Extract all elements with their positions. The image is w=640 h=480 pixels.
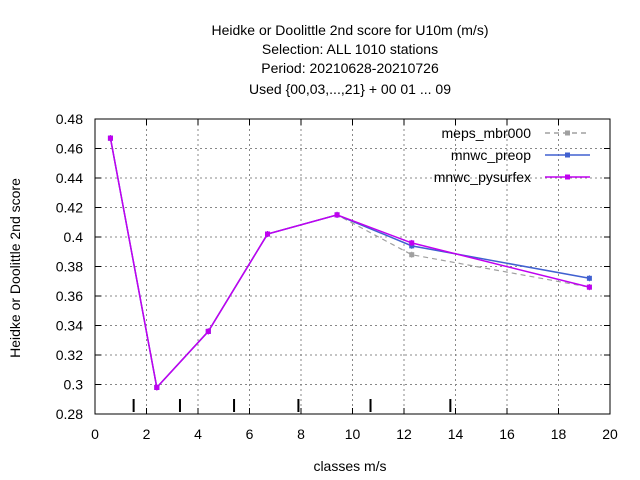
data-point — [265, 231, 271, 237]
x-tick-label: 6 — [246, 426, 254, 442]
title-line-1: Heidke or Doolittle 2nd score for U10m (… — [212, 22, 489, 38]
y-tick-label: 0.3 — [64, 377, 84, 393]
title-line-4: Used {00,03,...,21} + 00 01 ... 09 — [249, 81, 451, 97]
x-axis: 0 2 4 6 8 10 12 14 16 18 20 — [91, 119, 618, 442]
title-line-2: Selection: ALL 1010 stations — [262, 41, 438, 57]
y-axis: 0.28 0.3 0.32 0.34 0.36 0.38 0.4 0.42 0.44 0.46 0.… — [56, 111, 610, 422]
y-tick-label: 0.36 — [56, 288, 83, 304]
x-tick-label: 14 — [448, 426, 464, 442]
legend-label: mnwc_preop — [451, 147, 531, 163]
x-tick-label: 0 — [91, 426, 99, 442]
class-bounds — [132, 399, 452, 412]
x-tick-label: 12 — [396, 426, 412, 442]
x-tick-label: 20 — [602, 426, 618, 442]
series-layer — [107, 135, 592, 391]
data-point — [154, 384, 160, 390]
legend-swatch-marker — [565, 152, 570, 158]
y-tick-label: 0.28 — [56, 406, 83, 422]
y-tick-label: 0.46 — [56, 141, 83, 157]
data-point — [205, 328, 211, 334]
y-tick-label: 0.42 — [56, 200, 83, 216]
data-point — [409, 240, 415, 246]
y-tick-label: 0.34 — [56, 318, 83, 334]
legend-label: meps_mbr000 — [442, 125, 532, 141]
data-point — [586, 275, 592, 281]
y-tick-label: 0.38 — [56, 259, 83, 275]
legend-swatch-marker — [565, 174, 570, 180]
x-tick-label: 10 — [345, 426, 361, 442]
x-tick-label: 8 — [297, 426, 305, 442]
y-tick-label: 0.4 — [64, 229, 84, 245]
x-tick-label: 2 — [143, 426, 151, 442]
y-tick-label: 0.44 — [56, 170, 83, 186]
title-line-3: Period: 20210628-20210726 — [261, 60, 439, 76]
x-axis-label: classes m/s — [313, 458, 386, 474]
x-tick-label: 16 — [499, 426, 515, 442]
legend-swatch-marker — [565, 130, 570, 136]
y-axis-label: Heidke or Doolittle 2nd score — [7, 178, 23, 358]
chart-title: Heidke or Doolittle 2nd score for U10m (… — [212, 22, 489, 97]
series-mnwc_pysurfex — [107, 135, 592, 391]
x-tick-label: 4 — [194, 426, 202, 442]
data-point — [409, 252, 415, 258]
y-tick-label: 0.48 — [56, 111, 83, 127]
grid — [95, 119, 610, 414]
data-point — [334, 212, 340, 218]
y-tick-label: 0.32 — [56, 347, 83, 363]
x-tick-label: 18 — [551, 426, 567, 442]
legend-label: mnwc_pysurfex — [434, 169, 531, 185]
data-point — [107, 135, 113, 141]
legend: meps_mbr000 mnwc_preop mnwc_pysurfex — [434, 125, 590, 185]
data-point — [586, 284, 592, 290]
